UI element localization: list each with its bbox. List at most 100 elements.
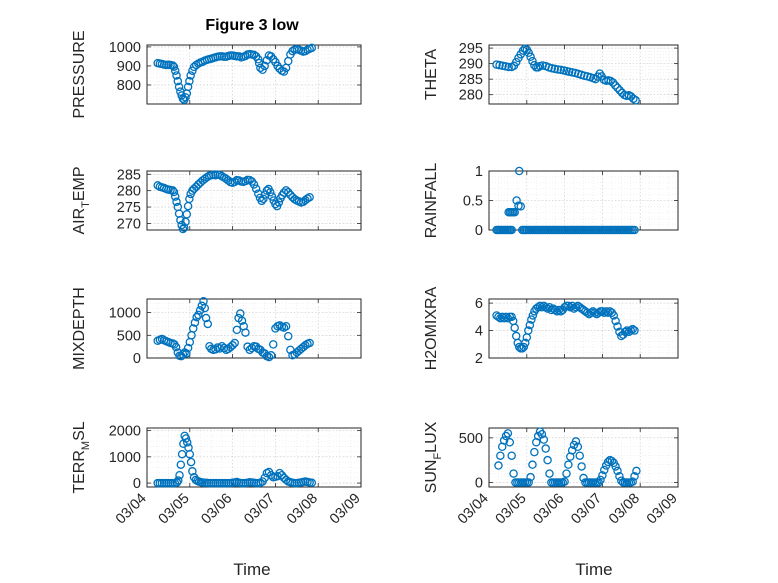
data-point xyxy=(611,316,620,326)
data-point xyxy=(254,55,263,64)
data-point xyxy=(249,180,259,189)
data-point xyxy=(171,342,181,352)
axes-frame xyxy=(146,44,362,105)
data-point xyxy=(183,82,193,92)
data-point xyxy=(172,197,181,207)
data-point xyxy=(601,307,611,316)
data-point xyxy=(631,96,640,105)
x-tick-label: 03/05 xyxy=(156,491,193,528)
data-point xyxy=(573,442,583,452)
data-point xyxy=(168,61,177,70)
y-tick-label: 275 xyxy=(117,200,141,216)
data-point xyxy=(553,65,563,74)
y-tick-label: 0.5 xyxy=(463,194,483,210)
data-point xyxy=(236,309,245,318)
data-point xyxy=(510,208,519,217)
data-point xyxy=(541,444,550,453)
data-point xyxy=(613,466,622,476)
data-point xyxy=(183,201,193,211)
data-point xyxy=(518,46,528,55)
data-point xyxy=(524,478,533,487)
data-point xyxy=(191,60,201,70)
data-point xyxy=(510,323,519,333)
data-point xyxy=(628,477,637,486)
x-tick-label: 03/05 xyxy=(493,491,530,528)
y-tick-label: 900 xyxy=(117,59,141,75)
panel-1: 800 900 1000 PRESSURE xyxy=(71,30,362,119)
data-point xyxy=(301,46,310,56)
data-point xyxy=(606,76,615,86)
data-point xyxy=(528,311,538,320)
axes-frame xyxy=(488,298,679,359)
data-point xyxy=(509,469,518,478)
y-axis-label: SUNFLUX xyxy=(423,421,444,493)
data-point xyxy=(279,323,289,332)
data-point xyxy=(507,225,516,235)
data-point xyxy=(170,192,180,201)
data-point xyxy=(275,321,284,330)
data-point xyxy=(194,310,203,320)
y-tick-label: 4 xyxy=(475,324,483,340)
data-point xyxy=(192,312,201,322)
data-point xyxy=(186,457,196,467)
x-tick-label: 03/07 xyxy=(241,491,278,528)
data-point xyxy=(186,71,195,80)
y-tick-label: 1000 xyxy=(109,450,141,466)
data-point xyxy=(577,462,586,471)
y-tick-label: 500 xyxy=(459,431,483,447)
y-tick-label: 800 xyxy=(117,78,141,94)
data-point xyxy=(609,311,618,320)
data-point xyxy=(219,343,229,353)
data-point xyxy=(626,326,636,335)
data-point xyxy=(266,188,275,197)
data-point xyxy=(259,194,268,204)
x-tick-label: 03/06 xyxy=(198,491,235,528)
data-point xyxy=(511,57,521,67)
data-point xyxy=(178,350,188,359)
data-point xyxy=(230,177,239,187)
data-point xyxy=(182,349,191,358)
x-tick-label: 03/09 xyxy=(327,491,364,528)
data-point xyxy=(189,184,199,193)
data-point xyxy=(247,343,257,353)
data-point xyxy=(494,461,503,470)
data-point xyxy=(181,93,190,102)
data-point xyxy=(264,352,274,362)
data-point xyxy=(629,94,638,103)
data-point xyxy=(560,477,569,486)
y-axis-label: H2OMIXRA xyxy=(423,286,440,370)
y-tick-label: 280 xyxy=(117,184,141,200)
data-point xyxy=(269,340,278,349)
data-point xyxy=(615,86,625,95)
data-point xyxy=(191,182,201,191)
data-point xyxy=(537,430,547,439)
y-tick-label: 295 xyxy=(459,41,483,57)
data-point xyxy=(575,451,584,460)
data-point xyxy=(275,468,284,478)
data-point xyxy=(521,338,530,348)
data-point xyxy=(251,184,261,193)
y-axis-label: AIRTEMP xyxy=(71,166,92,234)
data-point xyxy=(528,460,537,469)
data-point xyxy=(514,166,524,176)
data-point xyxy=(203,319,213,329)
data-point xyxy=(539,435,549,444)
y-tick-label: 1000 xyxy=(109,40,141,56)
x-tick-label: 03/08 xyxy=(284,491,321,528)
y-tick-label: 1 xyxy=(475,164,483,180)
y-tick-label: 1000 xyxy=(109,306,141,322)
data-point xyxy=(598,471,607,480)
data-point xyxy=(283,331,293,341)
data-point xyxy=(630,472,639,481)
data-point xyxy=(524,48,533,58)
x-tick-label: 03/04 xyxy=(113,491,150,528)
data-point xyxy=(187,331,196,340)
data-point xyxy=(552,307,562,316)
data-point xyxy=(562,469,571,478)
data-point xyxy=(611,81,620,90)
y-tick-label: 0 xyxy=(475,476,483,492)
axes-frame xyxy=(146,170,362,231)
axes-frame xyxy=(146,298,362,359)
figure-title: Figure 3 low xyxy=(205,17,299,34)
